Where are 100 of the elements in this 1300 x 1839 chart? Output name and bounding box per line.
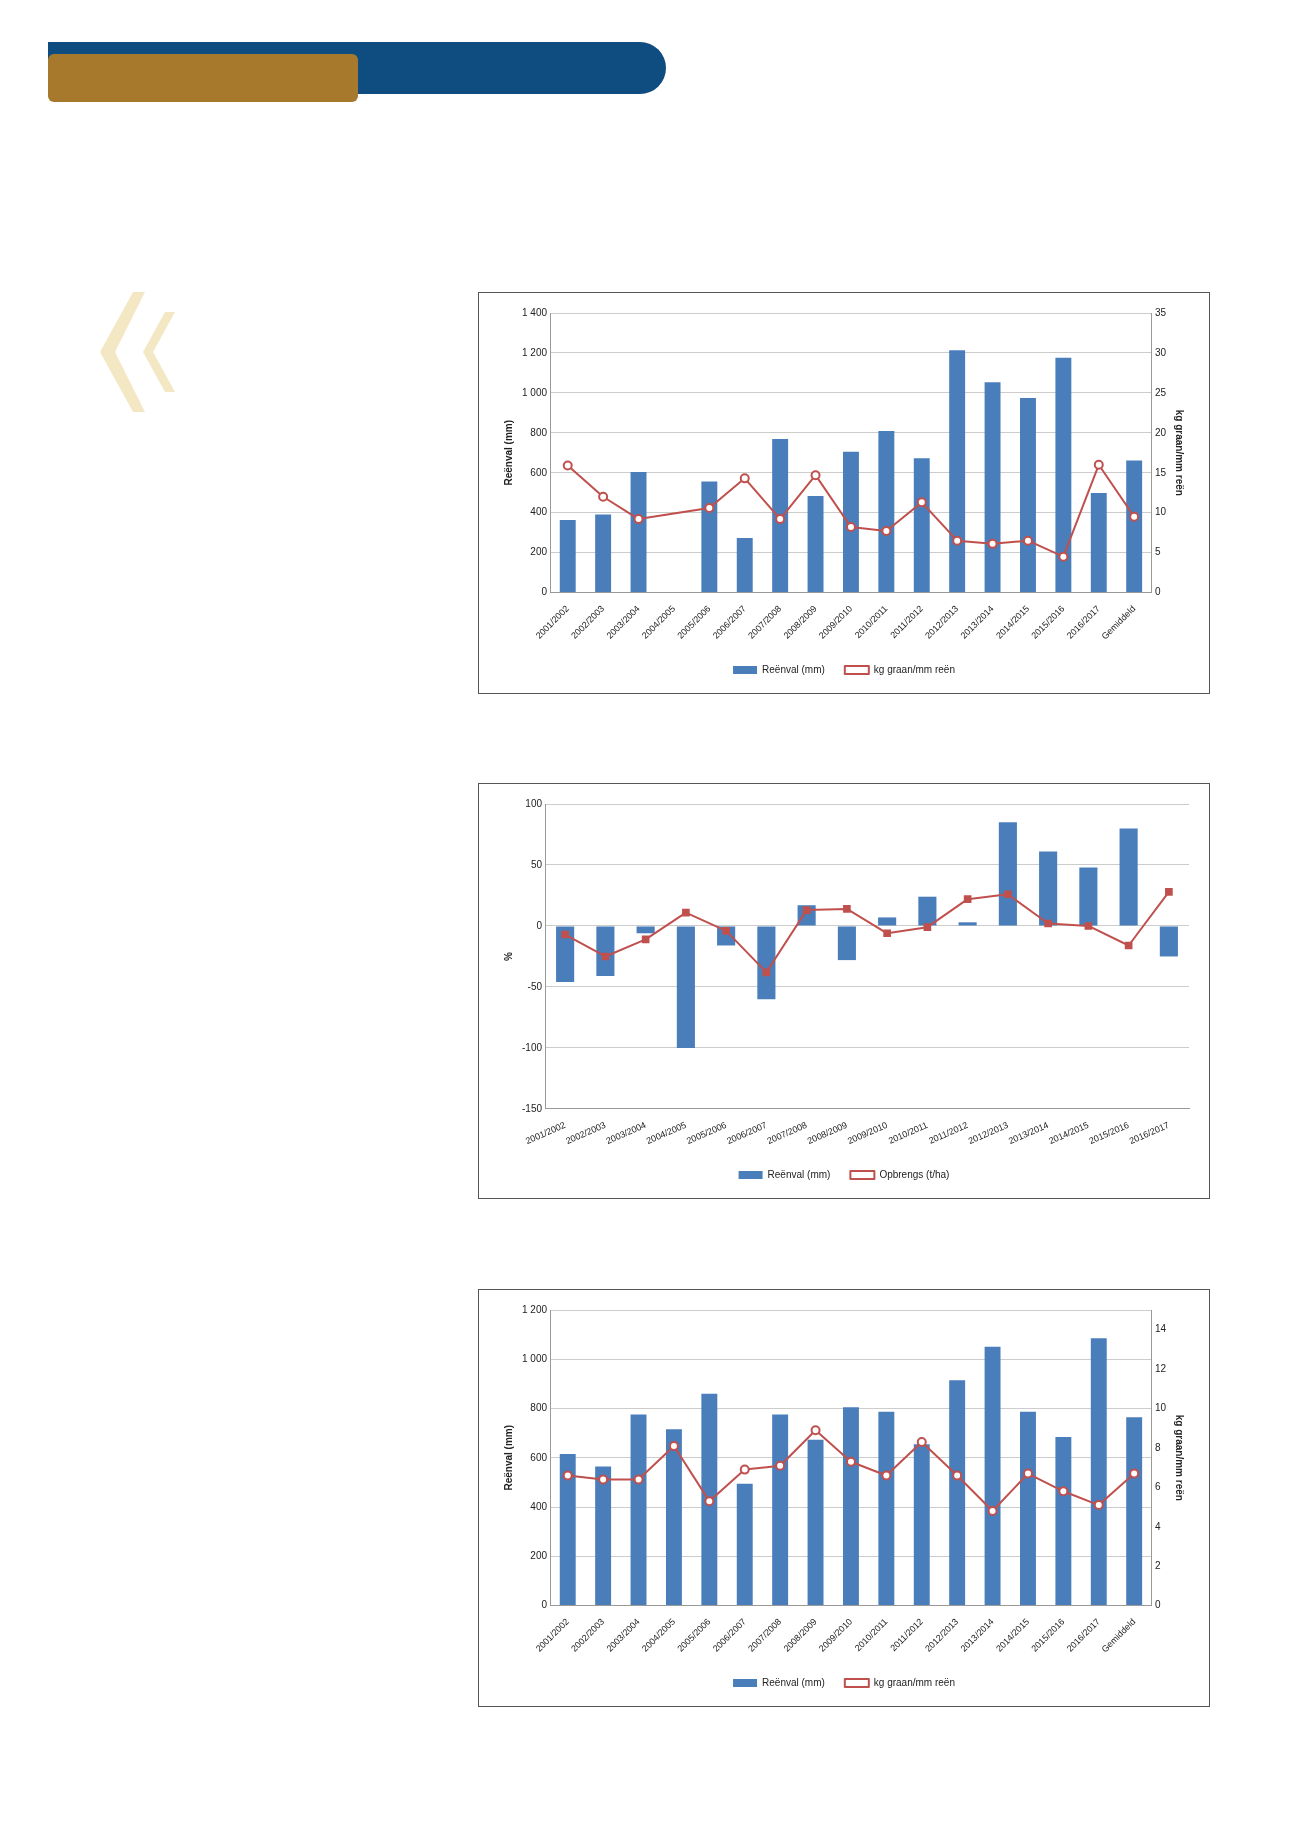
point — [1044, 919, 1052, 928]
bar — [949, 350, 966, 593]
point — [952, 1470, 963, 1481]
point — [923, 923, 932, 932]
bar — [958, 922, 977, 926]
point — [562, 460, 573, 471]
point — [704, 502, 715, 513]
point — [810, 470, 821, 481]
legend-label: kg graan/mm reën — [873, 1676, 955, 1688]
y2-tick-label: 10 — [1154, 506, 1167, 518]
point — [987, 1506, 998, 1516]
bar — [1079, 867, 1098, 926]
point — [668, 1440, 679, 1451]
point — [1022, 1468, 1033, 1479]
y-axis-title: % — [502, 951, 514, 961]
y-tick-label: 800 — [530, 1402, 548, 1414]
legend-label: Reënval (mm) — [762, 1676, 825, 1688]
bar — [636, 926, 655, 934]
bar — [998, 822, 1017, 926]
y-tick-label: 800 — [530, 426, 548, 438]
y-tick-label: 0 — [541, 586, 548, 598]
bar — [878, 917, 897, 926]
bar — [630, 471, 647, 593]
y-axis-title: Reënval (mm) — [502, 1425, 514, 1491]
bar — [842, 451, 859, 593]
bar — [1126, 1417, 1143, 1606]
point — [1058, 551, 1069, 562]
bar — [984, 382, 1001, 593]
bar — [772, 439, 789, 593]
point — [881, 1470, 892, 1481]
bar — [1055, 1437, 1072, 1606]
point — [598, 491, 609, 502]
point — [1129, 511, 1140, 522]
bar — [913, 458, 930, 593]
point — [1058, 1486, 1069, 1497]
y-tick-label: -50 — [527, 980, 543, 992]
legend-label: Opbrengs (t/ha) — [879, 1168, 950, 1180]
bar — [1159, 926, 1178, 957]
y-tick-label: 1 000 — [521, 386, 548, 398]
y2-tick-label: 35 — [1154, 306, 1167, 318]
point — [952, 535, 963, 546]
point — [802, 906, 811, 914]
point — [845, 522, 856, 533]
bar — [556, 926, 575, 983]
bar — [736, 538, 753, 593]
bar — [701, 1393, 718, 1606]
bar — [559, 1454, 576, 1606]
bar — [595, 514, 612, 593]
bar — [665, 1429, 682, 1606]
y-tick-label: 200 — [530, 1550, 548, 1562]
bar — [772, 1414, 789, 1606]
y2-axis-title: kg graan/mm reën — [1174, 409, 1186, 496]
point — [845, 1456, 856, 1467]
y-tick-label: 600 — [530, 466, 548, 478]
y-tick-label: 100 — [525, 797, 543, 809]
bar — [1090, 492, 1107, 593]
point — [1093, 1500, 1104, 1511]
bar — [757, 926, 776, 1000]
bar — [595, 1466, 612, 1606]
point — [562, 1470, 573, 1481]
point — [775, 1460, 786, 1471]
bar — [837, 926, 856, 961]
bar — [736, 1483, 753, 1606]
y2-tick-label: 0 — [1154, 586, 1161, 598]
bar — [878, 1411, 895, 1606]
point — [810, 1425, 821, 1436]
point — [883, 929, 891, 938]
y-tick-label: 600 — [530, 1451, 548, 1463]
y-tick-label: 1 200 — [521, 346, 548, 358]
y-tick-label: 0 — [541, 1599, 548, 1611]
bar — [1055, 357, 1072, 593]
y-tick-label: 400 — [530, 506, 548, 518]
y2-tick-label: 8 — [1154, 1441, 1161, 1453]
bar — [596, 926, 615, 976]
point — [881, 526, 892, 537]
y2-tick-label: 0 — [1154, 1599, 1161, 1611]
y2-axis-title: kg graan/mm reën — [1174, 1414, 1186, 1501]
y2-tick-label: 20 — [1154, 426, 1167, 438]
point — [1165, 887, 1173, 896]
bar — [1020, 398, 1036, 593]
y-tick-label: 200 — [530, 546, 548, 558]
bar — [559, 520, 576, 593]
y2-tick-label: 10 — [1154, 1402, 1167, 1414]
point — [762, 968, 771, 977]
bar — [1020, 1411, 1036, 1606]
legend-label: Reënval (mm) — [762, 663, 825, 675]
y2-tick-label: 5 — [1154, 546, 1161, 558]
y2-tick-label: 2 — [1154, 1559, 1161, 1571]
y2-tick-label: 14 — [1154, 1323, 1167, 1335]
y-tick-label: 1 000 — [521, 1353, 548, 1365]
point — [987, 538, 998, 549]
y-axis-title: Reënval (mm) — [502, 420, 514, 486]
point — [633, 514, 644, 525]
y2-tick-label: 6 — [1154, 1481, 1161, 1493]
y2-tick-label: 15 — [1154, 466, 1167, 478]
y-tick-label: 400 — [530, 1500, 548, 1512]
bar — [984, 1346, 1001, 1606]
point — [704, 1496, 715, 1507]
point — [916, 497, 927, 508]
point — [598, 1474, 609, 1485]
